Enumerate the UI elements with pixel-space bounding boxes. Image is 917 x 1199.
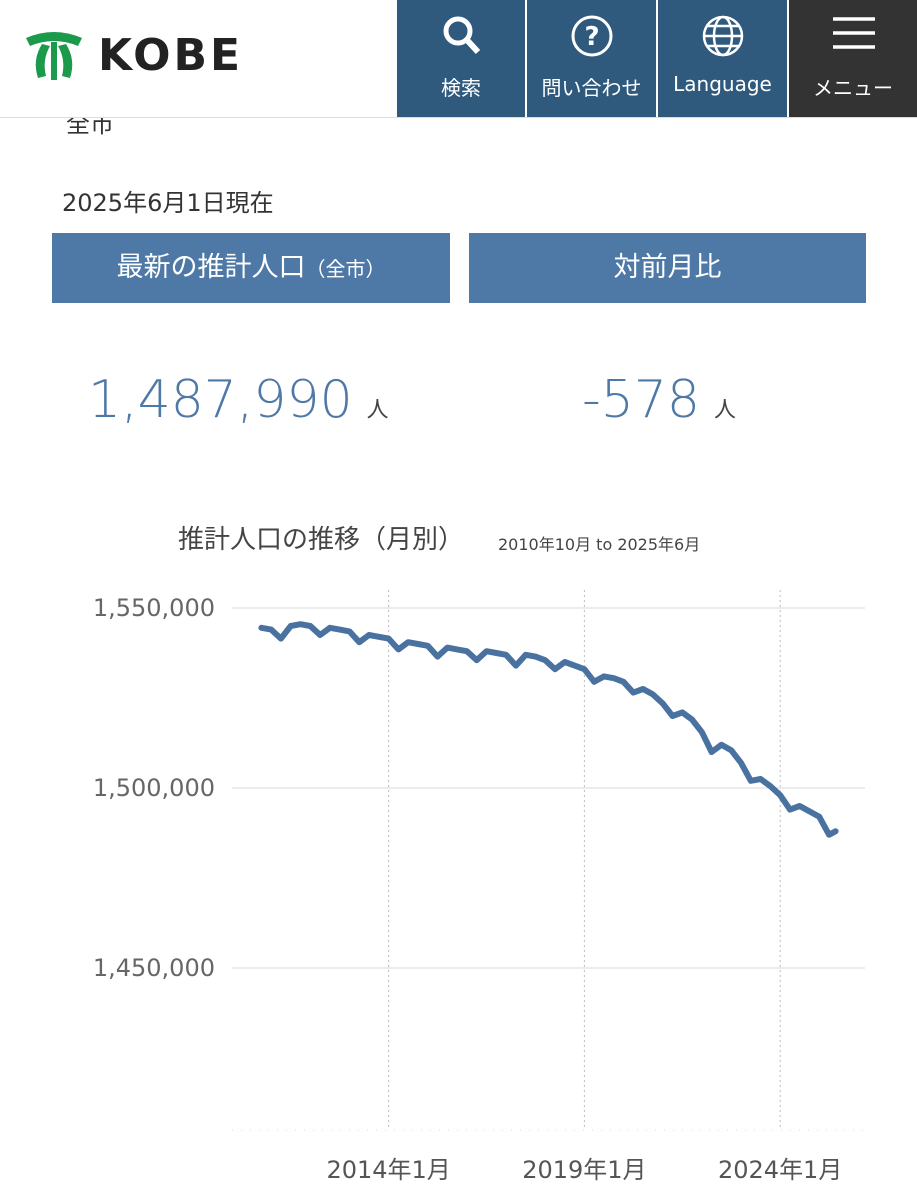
logo-mark: [26, 32, 82, 80]
chart: 推計人口の推移（月別） 2010年10月 to 2025年6月 1,450,00…: [93, 525, 865, 1184]
nav-label: 問い合わせ: [541, 76, 642, 100]
nav-label: メニュー: [813, 76, 893, 100]
menu-button[interactable]: メニュー: [789, 0, 917, 117]
stat-header: 最新の推計人口（全市）: [52, 233, 450, 303]
y-tick-label: 1,500,000: [93, 774, 215, 802]
stat-value-row: 1,487,990 人: [88, 370, 389, 430]
stat-value-row: -578 人: [582, 370, 736, 430]
nav-label: 検索: [441, 76, 481, 100]
contact-button[interactable]: ? 問い合わせ: [527, 0, 656, 117]
x-tick-label: 2014年1月: [326, 1156, 450, 1184]
language-button[interactable]: Language: [658, 0, 787, 117]
as-of-date: 2025年6月1日現在: [62, 189, 274, 217]
nav-label: Language: [673, 72, 772, 96]
svg-text:?: ?: [584, 22, 599, 52]
stat-unit: 人: [714, 398, 737, 423]
stat-value: 1,487,990: [88, 370, 353, 430]
logo-text[interactable]: KOBE: [98, 30, 244, 81]
stat-value: -578: [582, 370, 701, 430]
stat-unit: 人: [366, 398, 389, 423]
chart-subtitle: 2010年10月 to 2025年6月: [498, 535, 700, 554]
series-line: [258, 621, 839, 838]
stat-label: 対前月比: [613, 252, 722, 283]
y-tick-label: 1,450,000: [93, 954, 215, 982]
stat-sublabel: （全市）: [305, 257, 386, 281]
header: KOBE 検索 ? 問い合わせ Language メニュー: [0, 0, 917, 118]
chart-title: 推計人口の推移（月別）: [178, 525, 464, 555]
stat-label: 最新の推計人口: [116, 252, 306, 283]
stat-header: 対前月比: [469, 233, 866, 303]
search-button[interactable]: 検索: [397, 0, 525, 117]
x-tick-label: 2024年1月: [718, 1156, 842, 1184]
y-tick-label: 1,550,000: [93, 594, 215, 622]
x-tick-label: 2019年1月: [522, 1156, 646, 1184]
